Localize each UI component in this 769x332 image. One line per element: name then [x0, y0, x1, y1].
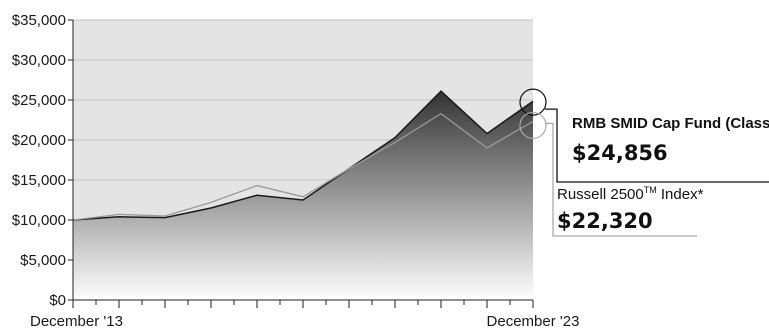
- index-line: [72, 112, 534, 221]
- fund-line: [72, 90, 534, 221]
- index-leader-line: [545, 122, 697, 237]
- y-tick-label: $10,000: [12, 212, 66, 229]
- index-name-suffix: Index*: [657, 186, 704, 203]
- axes: [68, 19, 534, 308]
- y-tick-label: $15,000: [12, 172, 66, 189]
- y-tick-label: $5,000: [20, 252, 66, 269]
- x-axis-tick-labels: December '13 December '23: [30, 313, 579, 330]
- index-value-label: $22,320: [557, 209, 653, 233]
- fund-value-label: $24,856: [572, 141, 668, 165]
- index-series-name: Russell 2500TM Index*: [557, 185, 704, 203]
- fund-end-marker: [519, 88, 547, 116]
- fund-leader-line: [545, 108, 769, 183]
- y-tick-label: $35,000: [12, 12, 66, 29]
- y-tick-label: $0: [49, 292, 66, 309]
- fund-area: [73, 91, 533, 300]
- y-tick-label: $20,000: [12, 132, 66, 149]
- index-end-marker: [519, 111, 547, 140]
- fund-series-name: RMB SMID Cap Fund (Class I): [572, 115, 769, 132]
- trademark-mark: TM: [644, 185, 657, 195]
- y-tick-label: $30,000: [12, 52, 66, 69]
- series-callouts: RMB SMID Cap Fund (Class I) $24,856 Russel…: [519, 88, 769, 237]
- x-tick-label-start: December '13: [30, 313, 123, 330]
- y-axis-tick-labels: $0 $5,000 $10,000 $15,000 $20,000 $25,000 $30,…: [12, 12, 66, 309]
- x-tick-label-end: December '23: [487, 313, 580, 330]
- y-tick-label: $25,000: [12, 92, 66, 109]
